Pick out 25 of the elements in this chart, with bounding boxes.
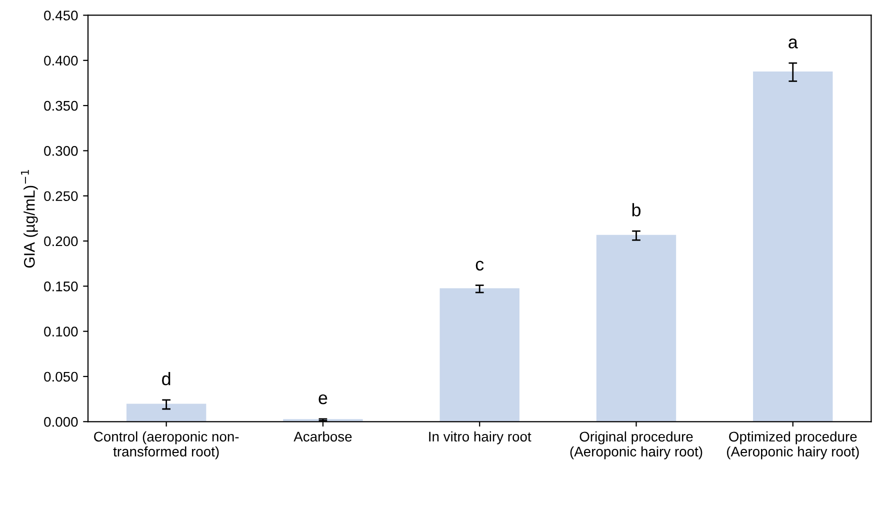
- x-tick-label: Original procedure (Aeroponic hairy root): [570, 431, 702, 460]
- y-tick-label: 0.350: [44, 100, 78, 111]
- y-tick-label: 0.450: [44, 10, 78, 20]
- x-tick-label: Control (aeroponic non- transformed root): [94, 431, 239, 460]
- annotation: e: [318, 394, 328, 404]
- y-tick-label: 0.050: [44, 372, 78, 382]
- annotation: b: [632, 203, 641, 216]
- annotation: a: [788, 38, 798, 48]
- y-tick-label: 0.250: [44, 191, 78, 202]
- y-tick-label: 0.100: [44, 326, 78, 336]
- y-tick-label: 0.300: [44, 146, 78, 156]
- bar: [753, 71, 833, 422]
- y-tick-label: 0.200: [44, 236, 78, 246]
- annotation: c: [476, 260, 484, 271]
- bar: [440, 288, 520, 422]
- y-tick-label: 0.000: [44, 416, 78, 427]
- bar: [126, 404, 206, 422]
- annotation: d: [162, 372, 170, 386]
- y-axis-title: GIA (µg/mL)$^{−1}$: [21, 170, 38, 268]
- x-tick-label: In vitro hairy root: [429, 431, 532, 444]
- y-tick-label: 0.400: [44, 56, 78, 66]
- x-tick-label: Optimized procedure (Aeroponic hairy root): [726, 431, 859, 460]
- y-tick-label: 0.150: [44, 282, 78, 292]
- bar: [596, 234, 676, 422]
- x-tick-label: Acarbose: [294, 431, 352, 442]
